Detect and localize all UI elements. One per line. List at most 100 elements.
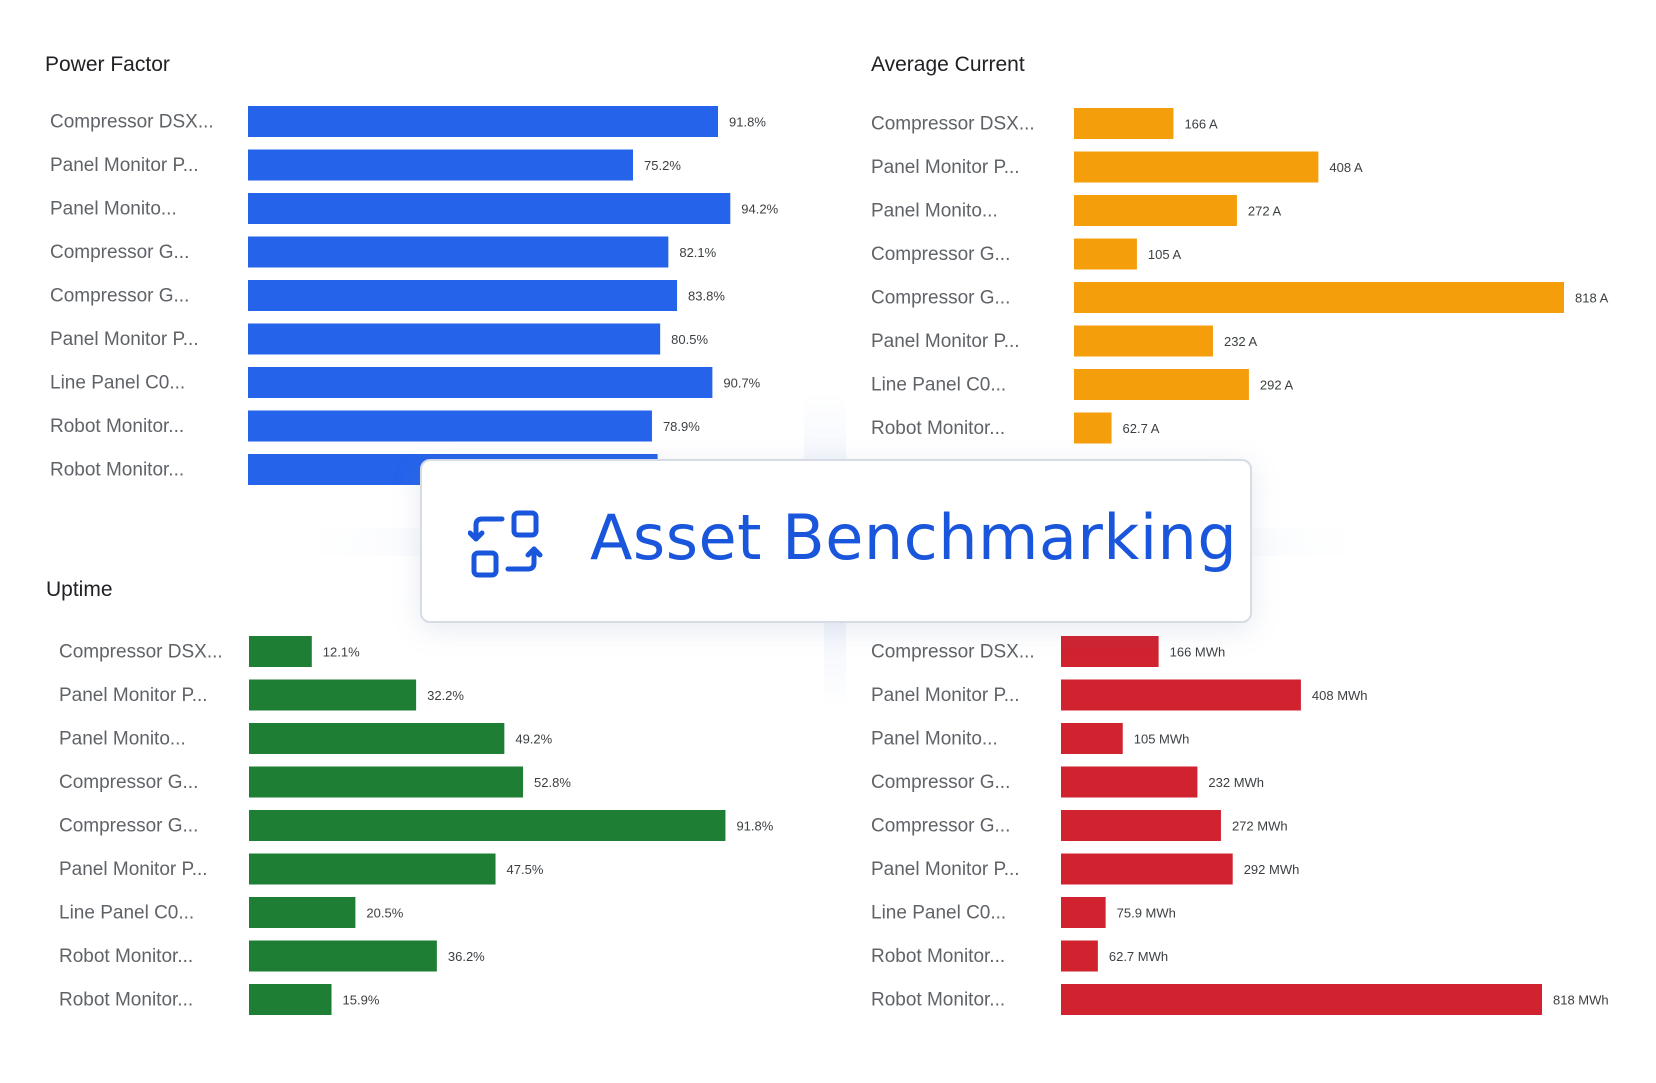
data-label: 12.1% <box>323 645 360 660</box>
bar[interactable] <box>1061 853 1233 885</box>
category-label: Compressor DSX... <box>50 112 214 133</box>
overlay-title: Asset Benchmarking <box>590 501 1238 574</box>
data-label: 166 MWh <box>1170 645 1226 660</box>
data-label: 105 A <box>1148 247 1182 262</box>
data-label: 32.2% <box>427 688 464 703</box>
data-label: 408 MWh <box>1312 688 1368 703</box>
category-label: Compressor G... <box>871 244 1010 265</box>
category-label: Robot Monitor... <box>59 990 193 1011</box>
data-label: 20.5% <box>366 906 403 921</box>
bar[interactable] <box>1074 195 1237 226</box>
bar[interactable] <box>248 149 634 181</box>
category-label: Compressor G... <box>871 288 1010 309</box>
category-label: Robot Monitor... <box>50 416 184 437</box>
category-label: Panel Monito... <box>871 729 998 750</box>
bar[interactable] <box>249 723 505 754</box>
data-label: 62.7 MWh <box>1109 949 1168 964</box>
data-label: 232 A <box>1224 334 1258 349</box>
bar[interactable] <box>248 323 661 355</box>
category-label: Compressor G... <box>871 772 1010 793</box>
bar[interactable] <box>1074 238 1137 270</box>
bar[interactable] <box>249 766 524 798</box>
bar[interactable] <box>248 367 713 398</box>
data-label: 47.5% <box>507 862 544 877</box>
category-label: Compressor G... <box>50 242 189 263</box>
bar[interactable] <box>249 636 312 667</box>
bar[interactable] <box>1061 984 1542 1015</box>
data-label: 272 A <box>1248 204 1282 219</box>
chart-uptime: Uptime Compressor DSX... 12.1% Panel Monit… <box>24 556 824 1056</box>
bar[interactable] <box>1061 636 1159 667</box>
category-label: Line Panel C0... <box>59 903 194 924</box>
category-label: Robot Monitor... <box>50 460 184 481</box>
bar[interactable] <box>1061 679 1301 711</box>
category-label: Robot Monitor... <box>59 946 193 967</box>
category-label: Compressor G... <box>50 286 189 307</box>
chart-title: Uptime <box>46 578 113 601</box>
category-label: Compressor DSX... <box>59 642 223 663</box>
bar[interactable] <box>1061 766 1198 798</box>
bar[interactable] <box>248 106 719 137</box>
bar[interactable] <box>248 193 731 224</box>
bar[interactable] <box>1074 369 1249 400</box>
data-label: 818 MWh <box>1553 993 1609 1008</box>
bar[interactable] <box>1074 412 1112 444</box>
bar[interactable] <box>248 410 652 442</box>
bar[interactable] <box>249 897 356 928</box>
bar[interactable] <box>1061 897 1106 928</box>
bar[interactable] <box>1061 940 1098 972</box>
data-label: 272 MWh <box>1232 819 1288 834</box>
category-label: Compressor G... <box>871 816 1010 837</box>
category-label: Panel Monito... <box>50 199 177 220</box>
category-label: Compressor G... <box>59 772 198 793</box>
bar[interactable] <box>249 853 496 885</box>
bar[interactable] <box>248 236 669 268</box>
data-label: 75.9 MWh <box>1117 906 1176 921</box>
data-label: 80.5% <box>671 332 708 347</box>
bar[interactable] <box>248 280 678 311</box>
bar[interactable] <box>249 940 437 972</box>
bar[interactable] <box>249 984 332 1015</box>
category-label: Panel Monitor P... <box>871 157 1020 178</box>
bar[interactable] <box>1074 151 1319 183</box>
chart-plot: Compressor DSX... 166 A Panel Monitor P...… <box>871 108 1609 444</box>
category-label: Compressor DSX... <box>871 642 1035 663</box>
chart-average-current: Average Current Compressor DSX... 166 A Pa… <box>846 28 1632 528</box>
chart-title: Power Factor <box>45 53 170 76</box>
data-label: 232 MWh <box>1208 775 1264 790</box>
bar[interactable] <box>1074 325 1213 357</box>
data-label: 105 MWh <box>1134 732 1190 747</box>
data-label: 49.2% <box>515 732 552 747</box>
data-label: 292 MWh <box>1244 862 1300 877</box>
category-label: Panel Monitor P... <box>59 685 208 706</box>
chart-power-factor: Power Factor Compressor DSX... 91.8% Panel… <box>24 28 804 528</box>
data-label: 82.1% <box>679 245 716 260</box>
bar[interactable] <box>249 679 417 711</box>
bar[interactable] <box>1061 810 1221 841</box>
category-label: Robot Monitor... <box>871 946 1005 967</box>
bar[interactable] <box>1074 282 1564 313</box>
category-label: Panel Monitor P... <box>50 155 199 176</box>
data-label: 818 A <box>1575 291 1609 306</box>
data-label: 15.9% <box>343 993 380 1008</box>
category-label: Compressor DSX... <box>871 114 1035 135</box>
data-label: 408 A <box>1329 160 1363 175</box>
category-label: Panel Monitor P... <box>871 331 1020 352</box>
bar[interactable] <box>1074 108 1174 139</box>
chart-title: Average Current <box>871 53 1025 76</box>
data-label: 52.8% <box>534 775 571 790</box>
chart-energy: Compressor DSX... 166 MWh Panel Monitor P.… <box>846 556 1632 1056</box>
category-label: Panel Monitor P... <box>871 859 1020 880</box>
bar[interactable] <box>249 810 726 841</box>
bar[interactable] <box>1061 723 1123 754</box>
category-label: Panel Monitor P... <box>59 859 208 880</box>
data-label: 91.8% <box>729 115 766 130</box>
category-label: Panel Monito... <box>871 201 998 222</box>
data-label: 90.7% <box>723 376 760 391</box>
category-label: Panel Monito... <box>59 729 186 750</box>
data-label: 292 A <box>1260 378 1294 393</box>
data-label: 36.2% <box>448 949 485 964</box>
data-label: 83.8% <box>688 289 725 304</box>
category-label: Line Panel C0... <box>50 373 185 394</box>
compare-arrows-icon <box>468 510 543 578</box>
